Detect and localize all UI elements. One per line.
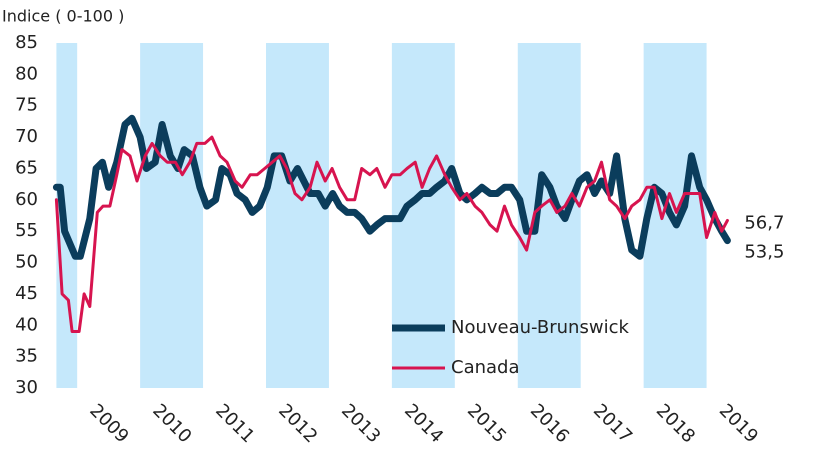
y-tick-label: 60 bbox=[15, 189, 38, 210]
x-tick-label: 2009 bbox=[85, 400, 132, 447]
shaded-band bbox=[140, 43, 204, 388]
x-tick-label: 2017 bbox=[589, 400, 636, 447]
x-tick-label: 2019 bbox=[715, 400, 762, 447]
shaded-band bbox=[266, 43, 329, 388]
x-tick-label: 2015 bbox=[463, 400, 510, 447]
y-tick-label: 45 bbox=[15, 283, 38, 304]
series-line bbox=[54, 135, 729, 333]
y-tick-label: 30 bbox=[15, 377, 38, 398]
shaded-band bbox=[56, 43, 78, 388]
shaded-band bbox=[517, 43, 581, 388]
y-tick-label: 70 bbox=[15, 126, 38, 147]
y-tick-label: 35 bbox=[15, 346, 38, 367]
series-line bbox=[52, 114, 731, 260]
x-tick-label: 2013 bbox=[337, 400, 384, 447]
y-tick-label: 50 bbox=[15, 252, 38, 273]
chart-title: Indice ( 0-100 ) bbox=[2, 7, 124, 26]
y-tick-label: 80 bbox=[15, 63, 38, 84]
legend-label: Canada bbox=[451, 357, 520, 378]
y-tick-label: 65 bbox=[15, 157, 38, 178]
y-tick-label: 40 bbox=[15, 314, 38, 335]
x-tick-label: 2014 bbox=[400, 400, 447, 447]
legend-label: Nouveau-Brunswick bbox=[451, 317, 629, 338]
x-tick-label: 2018 bbox=[652, 400, 699, 447]
end-label: 53,5 bbox=[744, 242, 784, 263]
x-tick-label: 2010 bbox=[148, 400, 195, 447]
x-tick-label: 2016 bbox=[526, 400, 573, 447]
y-tick-label: 85 bbox=[15, 32, 38, 53]
y-tick-label: 55 bbox=[15, 220, 38, 241]
x-tick-label: 2012 bbox=[274, 400, 321, 447]
y-tick-label: 75 bbox=[15, 95, 38, 116]
x-tick-label: 2011 bbox=[211, 400, 258, 447]
end-label: 56,7 bbox=[744, 213, 784, 234]
